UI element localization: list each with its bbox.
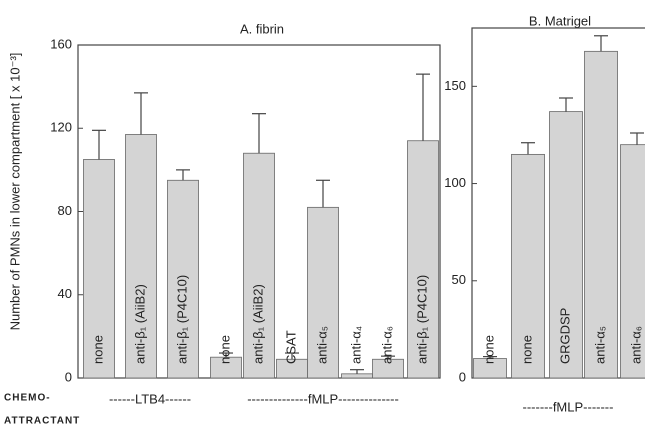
chart-title: A. fibrin	[240, 21, 284, 36]
bar	[407, 140, 439, 379]
group-label: -------fMLP-------	[523, 399, 614, 414]
category-label: anti-α₆	[628, 326, 643, 364]
group-label: ------LTB4------	[109, 391, 191, 406]
category-label: none	[519, 335, 534, 364]
y-axis-label: Number of PMNs in lower compartment [ x …	[7, 53, 22, 331]
y-tick-label: 0	[65, 369, 72, 384]
category-label: anti-β₁ (P4C10)	[414, 275, 429, 364]
y-tick-label: 120	[50, 120, 72, 135]
group-label: --------------fMLP--------------	[247, 391, 399, 406]
category-label: anti-α₅	[314, 326, 329, 364]
category-label: anti-α₆	[379, 326, 394, 364]
bar	[341, 373, 373, 379]
y-tick-label: 150	[444, 78, 466, 93]
bar	[620, 144, 645, 379]
category-label: anti-α₄	[348, 326, 363, 364]
chemoattractant-label: ATTRACTANT	[4, 416, 80, 427]
bar	[125, 134, 157, 379]
chart-title: B. Matrigel	[529, 13, 591, 28]
category-label: anti-β₁ (P4C10)	[174, 275, 189, 364]
category-label: anti-β₁ (AiiB2)	[250, 284, 265, 364]
y-tick-label: 80	[58, 203, 72, 218]
category-label: none	[481, 335, 496, 364]
y-tick-label: 160	[50, 36, 72, 51]
category-label: none	[217, 335, 232, 364]
category-label: none	[90, 335, 105, 364]
bar	[584, 50, 618, 379]
category-label: GRGDSP	[557, 308, 572, 364]
bar	[307, 206, 339, 379]
category-label: anti-β₁ (AiiB2)	[132, 284, 147, 364]
y-tick-label: 50	[452, 272, 466, 287]
bar	[549, 111, 583, 379]
y-tick-label: 0	[459, 369, 466, 384]
category-label: anti-α₅	[592, 326, 607, 364]
y-tick-label: 100	[444, 175, 466, 190]
y-tick-label: 40	[58, 286, 72, 301]
bar	[511, 153, 545, 379]
chemoattractant-label: CHEMO-	[4, 393, 51, 404]
bar	[243, 152, 275, 379]
category-label: CSAT	[283, 330, 298, 364]
